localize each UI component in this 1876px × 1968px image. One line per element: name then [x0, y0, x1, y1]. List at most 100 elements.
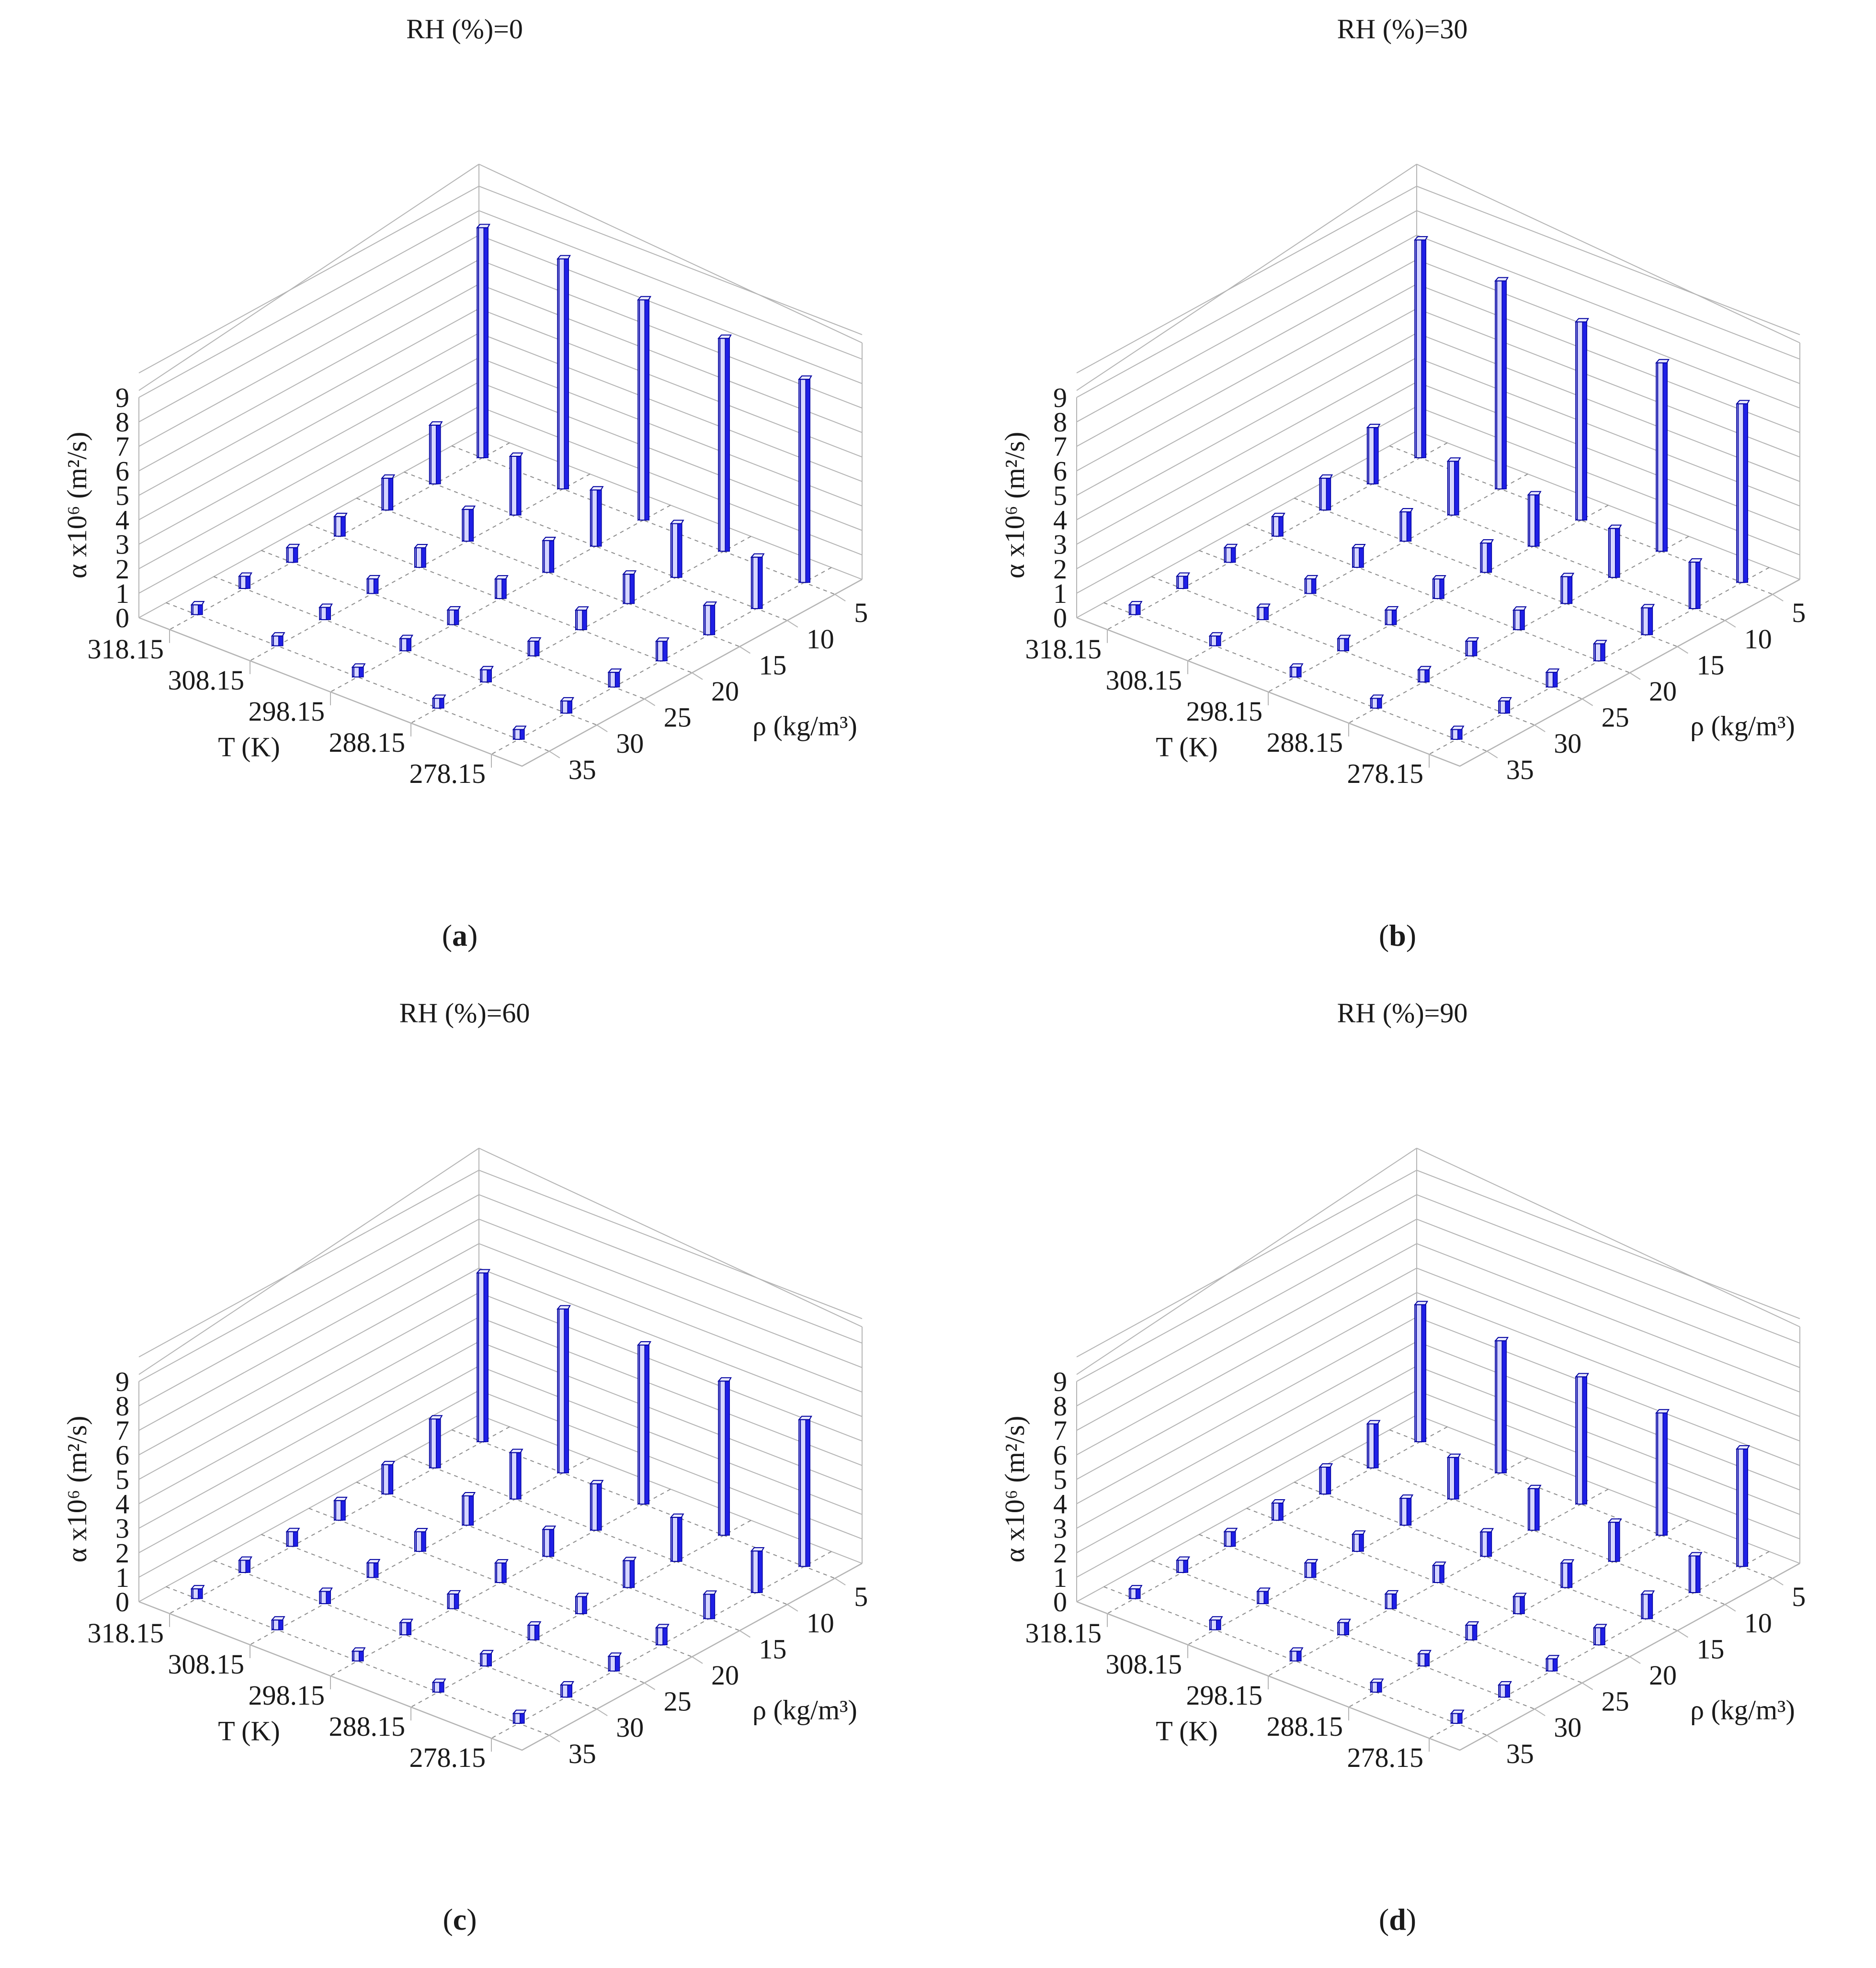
bar — [655, 1624, 670, 1646]
y-tick-label: 15 — [1696, 1633, 1724, 1664]
bar — [190, 1585, 205, 1600]
z-gridline — [1076, 381, 1800, 569]
bar-top — [607, 668, 622, 673]
chart-walls — [1076, 1147, 1800, 1602]
bar-shade — [454, 610, 459, 625]
y-axis-label: ρ (kg/m³) — [752, 1695, 857, 1726]
bar — [446, 1590, 461, 1610]
bar-top — [1479, 539, 1494, 544]
y-tick — [1677, 646, 1688, 654]
bar-shade — [567, 1685, 572, 1698]
bar — [1688, 1552, 1703, 1594]
bar-top — [285, 543, 300, 548]
x-tick-label: 278.15 — [409, 1742, 486, 1773]
caption-open: ( — [443, 1902, 453, 1936]
bar-top — [1575, 318, 1589, 323]
bar — [318, 603, 333, 621]
bar-top — [1640, 1590, 1655, 1595]
bar — [1369, 694, 1384, 709]
bar-shade — [1505, 1685, 1510, 1698]
bar-shade — [1472, 641, 1478, 656]
y-tick-label: 10 — [1744, 1607, 1772, 1639]
bar-top — [1512, 1593, 1527, 1597]
bar — [557, 1305, 571, 1474]
z-tick-label: 6 — [1053, 455, 1067, 486]
bar — [413, 544, 428, 568]
bar-shade — [1457, 729, 1463, 740]
bar — [318, 1587, 333, 1605]
bar-top — [637, 1341, 651, 1346]
floor-edge — [138, 1562, 863, 1751]
bars — [190, 1269, 812, 1724]
bar — [238, 1556, 252, 1573]
bar-shade — [487, 669, 492, 683]
z-tick-label: 0 — [1053, 1586, 1067, 1617]
bar-shade — [1615, 1522, 1620, 1562]
bar — [1494, 1337, 1509, 1474]
bar-shade — [1374, 427, 1379, 485]
bar-shade — [1406, 1498, 1412, 1526]
bar — [333, 512, 348, 537]
y-axis: 5 10 15 20 25 30 35 ρ (kg/m³) — [1487, 594, 1806, 785]
bar — [285, 543, 300, 564]
z-tick-label: 7 — [1053, 431, 1067, 462]
y-tick-label: 5 — [1792, 1581, 1806, 1612]
bar-top — [560, 697, 574, 701]
bar-shade — [567, 701, 572, 714]
bar — [670, 520, 684, 578]
bar — [1655, 1409, 1670, 1537]
bar-top — [607, 1652, 622, 1657]
z-tick-label: 8 — [115, 1391, 129, 1422]
bar — [717, 334, 732, 553]
y-axis: 5 10 15 20 25 30 35 ρ (kg/m³) — [1487, 1578, 1806, 1769]
bar-shade — [520, 729, 525, 740]
bar-top — [1271, 1499, 1285, 1504]
bars — [1128, 236, 1750, 740]
bar-shade — [439, 1682, 444, 1693]
bar-top — [1607, 1518, 1622, 1523]
bar — [1527, 491, 1542, 547]
bar-top — [1384, 606, 1399, 611]
bar-top — [1560, 1559, 1575, 1564]
z-gridline — [1076, 1267, 1800, 1456]
bar-top — [1384, 1590, 1399, 1595]
y-tick-label: 30 — [1554, 728, 1581, 759]
x-tick-label: 298.15 — [1186, 696, 1263, 727]
y-tick-label: 5 — [854, 597, 868, 628]
bar-shade — [421, 547, 426, 568]
x-axis-label: T (K) — [218, 1716, 280, 1747]
bar-top — [413, 544, 428, 549]
y-axis-label: ρ (kg/m³) — [1690, 711, 1795, 742]
bar-top — [1223, 1527, 1238, 1532]
bar-shade — [1421, 239, 1426, 458]
x-tick-label: 278.15 — [1347, 758, 1424, 789]
wall-edge — [478, 163, 863, 343]
y-tick-label: 30 — [1554, 1712, 1581, 1743]
z-tick-label: 7 — [1053, 1415, 1067, 1446]
wall-edge — [1076, 1148, 1417, 1375]
y-tick — [1487, 1734, 1498, 1742]
bar-shade — [1695, 1555, 1701, 1593]
wall-edge — [1416, 1147, 1800, 1327]
bar-top — [1351, 544, 1366, 549]
z-gridline — [1076, 1243, 1800, 1431]
caption-letter: c — [453, 1902, 466, 1936]
bar-shade — [549, 1529, 555, 1557]
bar-shade — [644, 299, 649, 520]
z-tick-label: 9 — [115, 1366, 129, 1397]
z-gridline — [1076, 1316, 1800, 1504]
bar-shade — [1136, 604, 1141, 615]
bar-shade — [614, 672, 620, 688]
y-tick-label: 10 — [807, 1607, 834, 1639]
y-tick-label: 10 — [807, 623, 834, 655]
y-tick-label: 15 — [1696, 649, 1724, 680]
bar-shade — [1230, 1531, 1236, 1547]
bar-top — [798, 375, 812, 380]
bar-shade — [564, 258, 569, 489]
z-tick-label: 2 — [115, 554, 129, 585]
bar-top — [1527, 1484, 1542, 1489]
caption-close: ) — [466, 1902, 477, 1936]
bar — [509, 452, 523, 516]
